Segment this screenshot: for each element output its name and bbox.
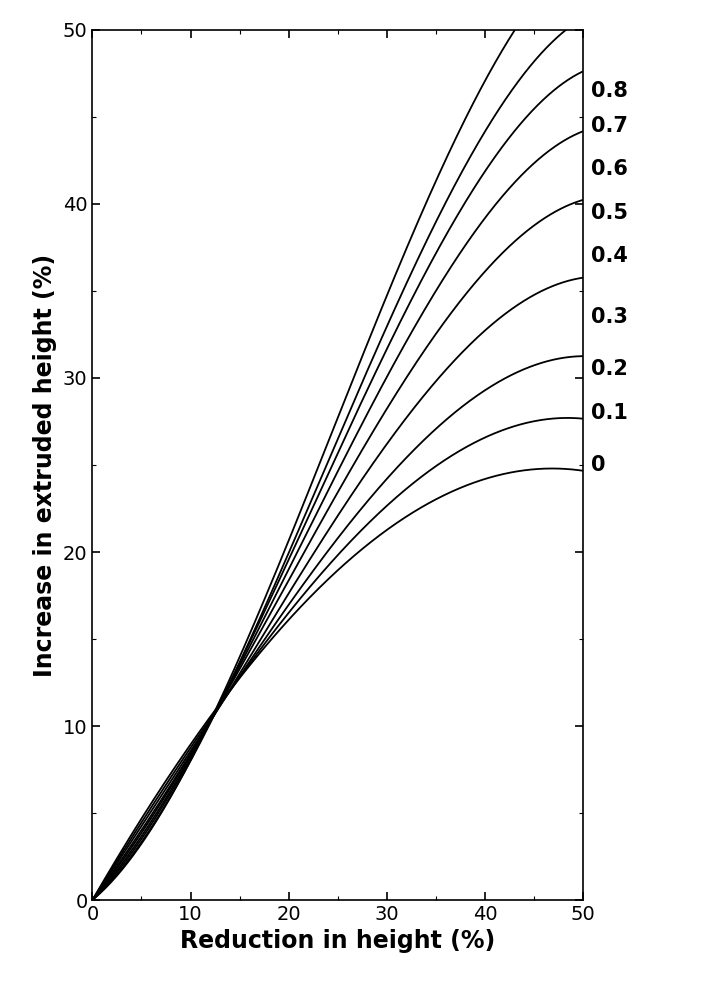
Text: 0.4: 0.4	[591, 246, 628, 266]
Text: 0.2: 0.2	[591, 359, 628, 379]
Text: 0.6: 0.6	[591, 159, 628, 179]
X-axis label: Reduction in height (%): Reduction in height (%)	[180, 929, 496, 953]
Text: 0.7: 0.7	[591, 116, 628, 136]
Text: 0.3: 0.3	[591, 307, 628, 327]
Y-axis label: Increase in extruded height (%): Increase in extruded height (%)	[33, 253, 58, 677]
Text: 0.5: 0.5	[591, 203, 628, 223]
Text: 0.8: 0.8	[591, 81, 628, 101]
Text: 0.1: 0.1	[591, 403, 628, 423]
Text: 0: 0	[591, 455, 605, 475]
